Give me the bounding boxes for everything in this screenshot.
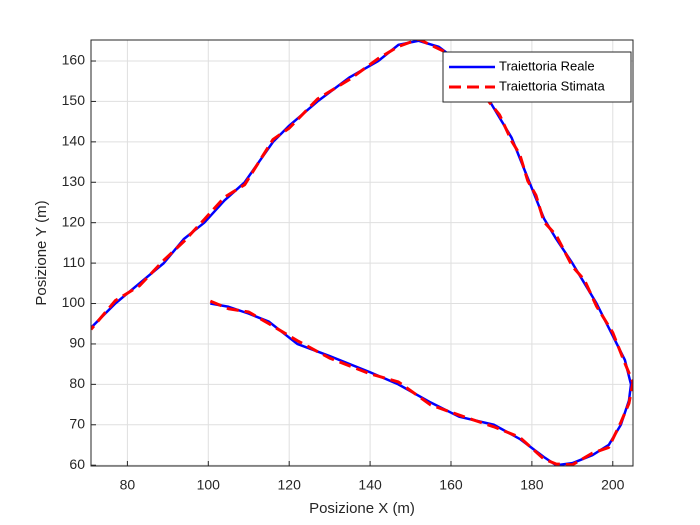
legend-label: Traiettoria Stimata xyxy=(499,78,605,93)
y-tick-label: 60 xyxy=(69,456,85,472)
x-tick-label: 200 xyxy=(601,477,625,493)
y-tick-label: 80 xyxy=(69,375,85,391)
x-tick-label: 180 xyxy=(520,477,544,493)
y-tick-label: 160 xyxy=(62,52,86,68)
x-tick-label: 100 xyxy=(197,477,221,493)
x-tick-label: 80 xyxy=(120,477,136,493)
legend: Traiettoria Reale Traiettoria Stimata xyxy=(442,51,632,103)
y-tick-label: 100 xyxy=(62,294,86,310)
legend-label: Traiettoria Reale xyxy=(499,58,595,73)
x-tick-label: 120 xyxy=(278,477,302,493)
y-tick-label: 150 xyxy=(62,92,86,108)
y-tick-label: 140 xyxy=(62,133,86,149)
y-tick-label: 130 xyxy=(62,173,86,189)
legend-box xyxy=(442,51,632,103)
y-tick-label: 120 xyxy=(62,213,86,229)
axes-box xyxy=(90,39,634,467)
y-tick-label: 70 xyxy=(69,415,85,431)
x-axis-label: Posizione X (m) xyxy=(309,500,415,517)
y-axis-label: Posizione Y (m) xyxy=(33,200,50,305)
x-tick-label: 140 xyxy=(358,477,382,493)
ticks: 80 100 120 140 160 180 200 60 70 80 90 100 110 120 130… xyxy=(62,52,625,493)
x-tick-label: 160 xyxy=(439,477,463,493)
plot-area xyxy=(91,40,633,466)
y-tick-label: 90 xyxy=(69,335,85,351)
y-tick-label: 110 xyxy=(63,254,86,270)
grid xyxy=(91,40,633,466)
data-line xyxy=(91,40,633,466)
